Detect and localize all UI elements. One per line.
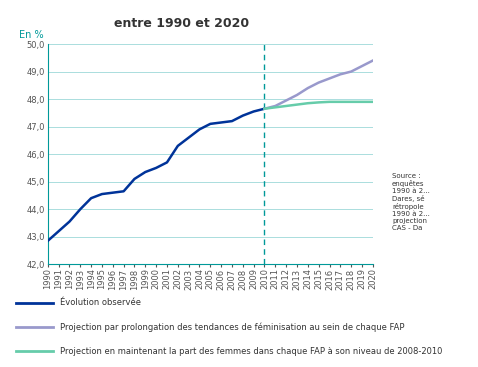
Text: Source :
enquêtes
1990 à 2...
Dares, sé
rétropole
1990 à 2...
projection
CAS - D: Source : enquêtes 1990 à 2... Dares, sé … [392,172,430,231]
Text: entre 1990 et 2020: entre 1990 et 2020 [114,17,249,29]
Text: Projection par prolongation des tendances de féminisation au sein de chaque FAP: Projection par prolongation des tendance… [60,322,404,332]
Text: Projection en maintenant la part des femmes dans chaque FAP à son niveau de 2008: Projection en maintenant la part des fem… [60,347,442,356]
Text: Évolution observée: Évolution observée [60,298,141,307]
Text: En %: En % [19,30,43,40]
